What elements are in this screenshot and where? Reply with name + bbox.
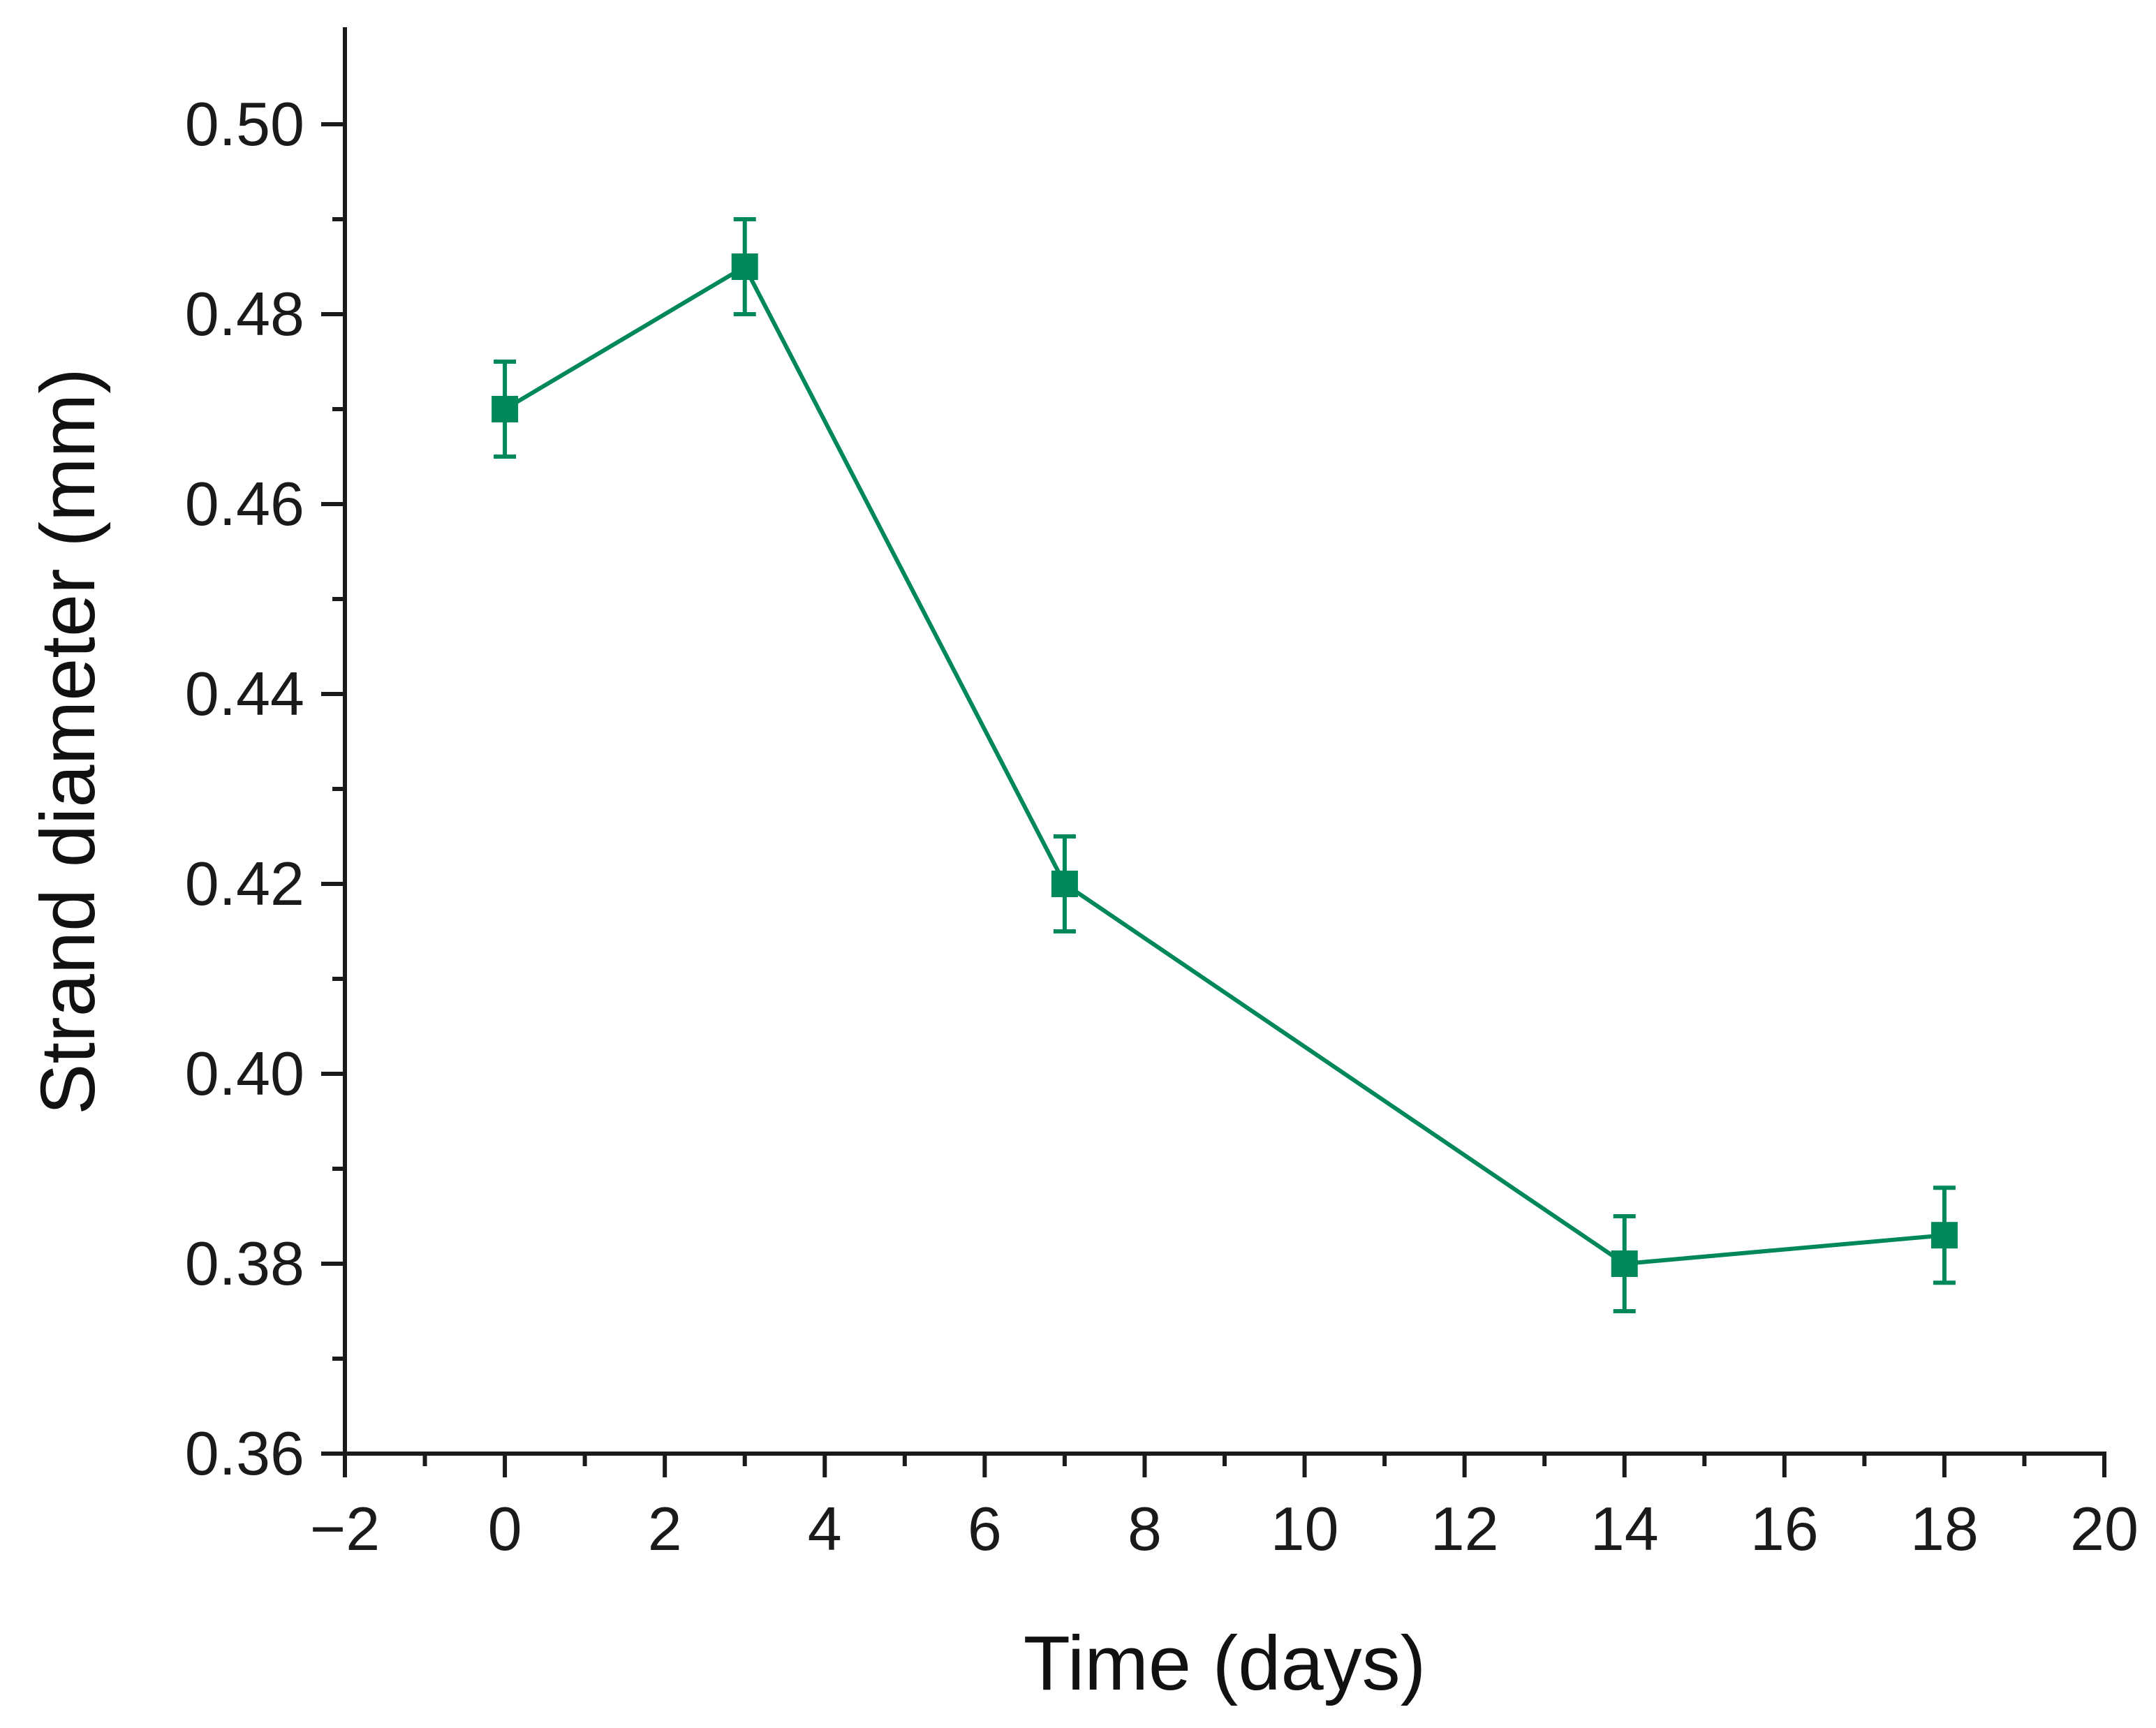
data-point-marker <box>492 396 519 422</box>
y-axis-title: Strand diameter (mm) <box>25 368 111 1115</box>
x-tick-label: 12 <box>1431 1494 1499 1563</box>
y-tick-label: 0.42 <box>185 849 304 918</box>
y-tick-labels: 0.36 0.38 0.40 0.42 0.44 0.46 0.48 0.50 <box>185 89 304 1488</box>
data-point-marker <box>731 253 758 280</box>
y-tick-label: 0.50 <box>185 89 304 158</box>
data-point-marker <box>1051 871 1078 897</box>
x-tick-label: 8 <box>1128 1494 1162 1563</box>
data-point-marker <box>1930 1222 1958 1249</box>
x-tick-labels: −2 0 2 4 6 8 10 12 14 16 18 20 <box>310 1494 2139 1563</box>
x-tick-label: 16 <box>1750 1494 1819 1563</box>
x-tick-label: 14 <box>1590 1494 1659 1563</box>
x-tick-label: 10 <box>1271 1494 1339 1563</box>
series-layer <box>492 217 1958 1313</box>
y-tick-label: 0.38 <box>185 1229 304 1298</box>
y-tick-label: 0.48 <box>185 279 304 348</box>
y-tick-label: 0.40 <box>185 1039 304 1108</box>
x-tick-label: 4 <box>808 1494 842 1563</box>
major-ticks <box>321 122 2106 1477</box>
minor-ticks <box>332 217 2027 1466</box>
x-tick-label: 18 <box>1910 1494 1979 1563</box>
x-tick-label: 0 <box>488 1494 522 1563</box>
series-line <box>503 263 1945 1267</box>
data-point-marker <box>1611 1250 1638 1277</box>
y-tick-label: 0.36 <box>185 1419 304 1488</box>
y-tick-label: 0.46 <box>185 469 304 538</box>
y-tick-label: 0.44 <box>185 659 304 728</box>
x-axis-title: Time (days) <box>1024 1620 1426 1706</box>
x-tick-label: −2 <box>310 1494 380 1563</box>
x-tick-label: 6 <box>968 1494 1002 1563</box>
x-tick-label: 2 <box>648 1494 682 1563</box>
x-tick-label: 20 <box>2070 1494 2139 1563</box>
